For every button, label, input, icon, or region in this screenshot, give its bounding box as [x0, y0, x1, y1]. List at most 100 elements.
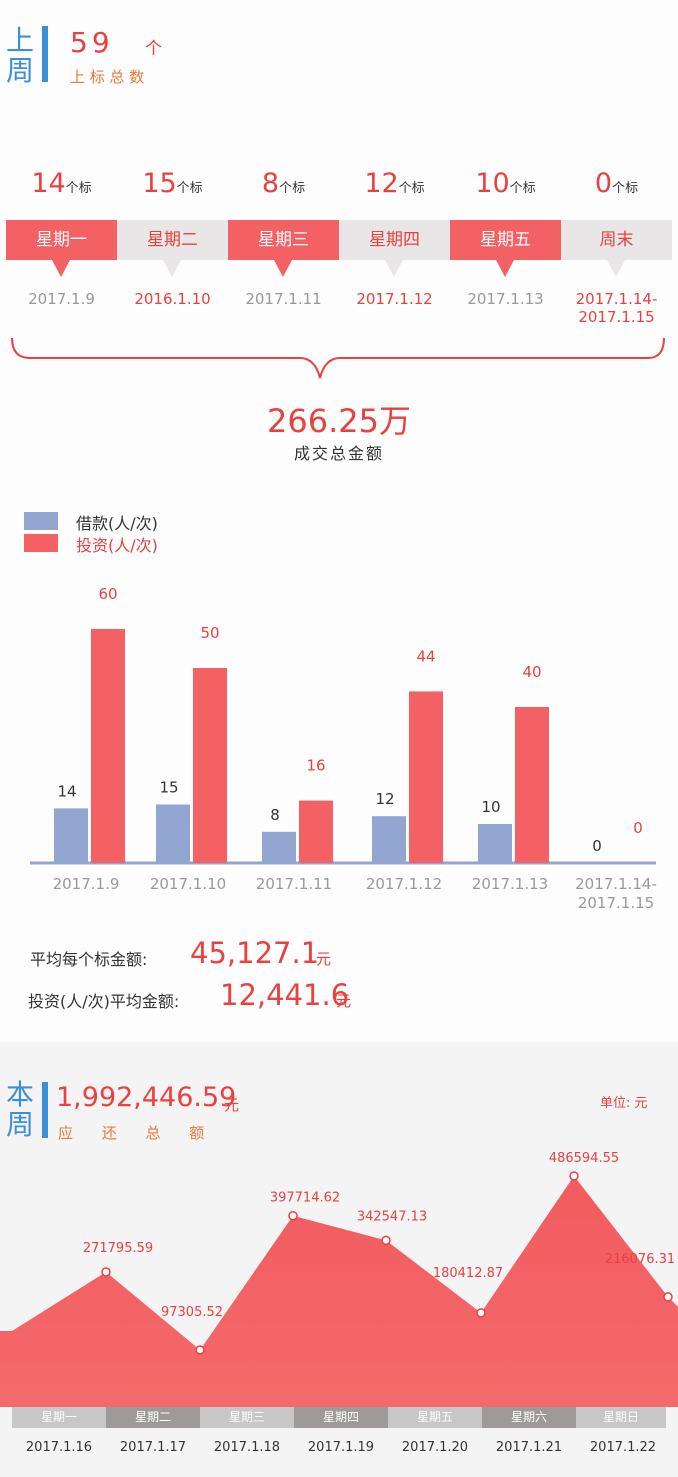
bar-invest	[193, 668, 227, 863]
day-pointer	[385, 260, 403, 277]
area-point-label: 271795.59	[83, 1241, 153, 1256]
day-tab: 星期五	[450, 220, 561, 260]
area-date-label: 2017.1.16	[25, 1440, 93, 1455]
day-count-number: 12	[364, 168, 399, 199]
bar-invest-label: 44	[416, 647, 435, 665]
bar-category-label: 2017.1.10	[150, 875, 226, 893]
day-pointer	[496, 260, 514, 277]
area-date-label: 2017.1.19	[307, 1440, 375, 1455]
bar-category-label: 2017.1.14-	[575, 875, 657, 893]
day-date: 2017.1.13	[467, 290, 544, 308]
day-count-unit: 个标	[398, 181, 425, 196]
area-point-label: 97305.52	[161, 1305, 223, 1320]
last-week-label: 上周	[5, 24, 34, 87]
avg-per-invest-label: 投资(人/次)平均金额:	[28, 992, 180, 1011]
area-date-label: 2017.1.17	[119, 1440, 187, 1455]
day-tab: 星期二	[117, 220, 228, 260]
area-point	[195, 1345, 205, 1355]
bar-loan-label: 8	[270, 806, 280, 824]
area-chart: 271795.59 97305.52 397714.62 342547.13 18041…	[0, 1151, 678, 1407]
bar-loan-label: 15	[159, 779, 178, 797]
area-point-label: 397714.62	[270, 1191, 340, 1206]
area-point	[101, 1267, 111, 1277]
legend-swatch-invest	[24, 534, 58, 552]
day-pointer	[274, 260, 292, 277]
bar-loan-label: 14	[57, 782, 76, 800]
bar-loan-label: 0	[592, 837, 602, 855]
bar-category-label: 2017.1.12	[366, 875, 442, 893]
legend-swatch-loan	[24, 512, 58, 530]
avg-per-invest-unit: 元	[336, 992, 352, 1010]
bar-loan	[262, 831, 296, 863]
day-count-number: 14	[31, 168, 66, 199]
day-date: 2017.1.14- 2017.1.15	[575, 290, 658, 326]
area-point	[288, 1210, 298, 1221]
bar-category-label: 2017.1.9	[53, 875, 120, 893]
area-day-label: 星期一	[12, 1407, 106, 1428]
avg-per-loan-value: 45,127.1	[190, 936, 320, 970]
area-day-label: 星期二	[106, 1407, 200, 1428]
day-count-unit: 个标	[509, 181, 536, 196]
label-accent-bar-2	[42, 1082, 48, 1138]
day-date: 2017.1.12	[356, 290, 433, 308]
area-day-label: 星期三	[200, 1407, 294, 1428]
bar-invest-label: 40	[522, 663, 541, 681]
bar-invest	[91, 629, 125, 863]
bar-invest	[299, 800, 333, 863]
day-tab: 星期一	[6, 220, 117, 260]
avg-per-loan-label: 平均每个标金额:	[30, 950, 148, 969]
bar-chart: 14 60 2017.1.9 15 50 2017.1.10 8 16 2017.1.11 12 4…	[30, 585, 657, 912]
this-week-amount-unit: 元	[224, 1096, 240, 1114]
area-day-label: 星期四	[294, 1407, 388, 1428]
area-day-label: 星期六	[482, 1407, 576, 1428]
this-week-amount: 1,992,446.59	[56, 1082, 237, 1113]
area-day-label: 星期五	[388, 1407, 482, 1428]
bar-loan	[372, 816, 406, 863]
area-point-label: 342547.13	[357, 1209, 427, 1224]
area-date-label: 2017.1.22	[589, 1440, 657, 1455]
area-date-label: 2017.1.18	[213, 1440, 281, 1455]
bar-invest-label: 50	[200, 624, 219, 642]
day-count: 12个标	[339, 168, 450, 199]
day-pointer	[52, 260, 70, 277]
area-point-label: 486594.55	[549, 1151, 619, 1166]
day-pointer	[163, 260, 181, 277]
day-tab: 星期四	[339, 220, 450, 260]
area-point	[663, 1292, 673, 1302]
day-tab: 星期三	[228, 220, 339, 260]
last-week-count-unit: 个	[145, 39, 162, 59]
day-count: 10个标	[450, 168, 561, 199]
avg-per-loan-unit: 元	[316, 950, 332, 968]
area-point	[476, 1308, 486, 1318]
day-count-unit: 个标	[65, 181, 92, 196]
last-week-count: 59	[70, 26, 114, 59]
day-count-number: 0	[594, 168, 613, 199]
area-fill	[0, 1176, 678, 1407]
bar-invest	[409, 691, 443, 863]
unit-note: 单位: 元	[600, 1096, 648, 1111]
day-date: 2017.1.11	[245, 290, 322, 308]
bar-loan-label: 10	[481, 798, 500, 816]
day-count: 8个标	[228, 168, 339, 199]
day-tab: 周末	[561, 220, 672, 260]
day-count: 14个标	[6, 168, 117, 199]
total-caption: 成交总金额	[293, 444, 384, 463]
bar-category-label: 2017.1.13	[472, 875, 548, 893]
area-point-label: 216076.31	[605, 1252, 675, 1267]
bar-loan	[54, 808, 88, 863]
day-count-unit: 个标	[612, 181, 639, 196]
this-week-label: 本周	[5, 1078, 34, 1141]
day-pointer	[607, 260, 625, 277]
area-point	[569, 1171, 579, 1181]
bar-invest-label: 60	[98, 585, 117, 603]
day-count: 0个标	[561, 168, 672, 199]
day-count: 15个标	[117, 168, 228, 199]
area-day-label: 星期日	[576, 1407, 666, 1428]
bar-category-label: 2017.1.11	[256, 875, 332, 893]
avg-per-invest-value: 12,441.6	[220, 978, 350, 1012]
total-amount: 266.25万	[267, 402, 411, 440]
area-point-label: 180412.87	[433, 1266, 503, 1281]
bar-loan	[478, 824, 512, 863]
day-count-number: 10	[475, 168, 510, 199]
bar-loan-label: 12	[375, 790, 394, 808]
